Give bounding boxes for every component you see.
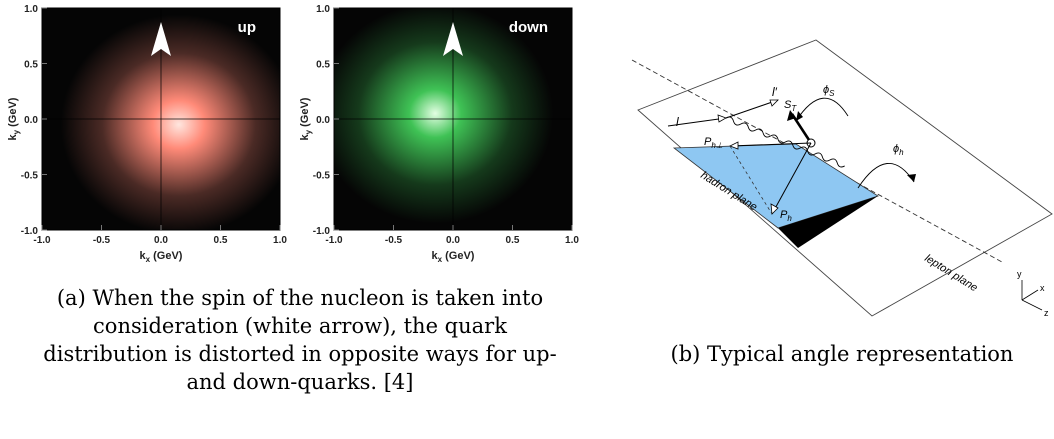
distribution-glow (334, 8, 554, 224)
label-phi-s: ϕS (823, 84, 835, 98)
p-perp-arrowhead (729, 141, 739, 150)
hadron-plane-shadow (778, 196, 878, 248)
figure-b-caption: (b) Typical angle representation (670, 342, 1014, 366)
x-tick-label: 0.5 (506, 235, 520, 246)
caption-a-line-1: (a) When the spin of the nucleon is take… (56, 286, 544, 310)
y-tick-label: 0.0 (316, 115, 330, 126)
y-tick-label: -0.5 (313, 171, 331, 182)
spin-arrowhead (787, 110, 796, 121)
x-tick-label: -1.0 (325, 235, 343, 246)
x-tick-label: 0.0 (154, 235, 168, 246)
heatmap-label: up (238, 19, 256, 36)
figure-a-plots: up -1.0 -0.5 0.0 0.5 1.0 1.0 0.5 0.0 -0.5 -1.0 kx (… (7, 4, 579, 264)
spin-arrow-icon (443, 22, 463, 56)
x-tick-label: 1.0 (273, 235, 287, 246)
phi-s-arc-arrowhead (796, 111, 803, 121)
spin-arrow (790, 113, 813, 144)
label-l: l (676, 115, 679, 129)
y-tick-label: -1.0 (313, 226, 331, 237)
label-lepton-plane: lepton plane (922, 252, 979, 294)
y-tick-label: 0.5 (316, 60, 330, 71)
label-axis-y: y (1017, 269, 1022, 279)
outgoing-lepton-arrow (725, 99, 779, 119)
x-axis-label: kx (GeV) (140, 250, 183, 264)
y-tick-label: 1.0 (316, 4, 330, 15)
outgoing-lepton-arrowhead (769, 99, 779, 107)
x-tick-label: -0.5 (93, 235, 111, 246)
projection-dashed (729, 145, 773, 215)
incoming-lepton-arrowhead (717, 114, 727, 123)
y-tick-label: 1.0 (24, 4, 38, 15)
label-p-perp: Ph⊥ (704, 136, 723, 150)
axis-x-line (1021, 289, 1039, 301)
x-tick-label: -0.5 (385, 235, 403, 246)
x-axis-label: kx (GeV) (432, 250, 475, 264)
virtual-photon (725, 116, 845, 168)
figure-a-caption: (a) When the spin of the nucleon is take… (0, 284, 600, 396)
axis-z-line (1021, 299, 1043, 311)
label-spin: ST (784, 99, 797, 113)
x-tick-label: 0.5 (214, 235, 228, 246)
hadron-momentum-arrow (771, 142, 812, 215)
spin-arrow-icon (151, 22, 171, 56)
y-tick-label: 0.0 (24, 115, 38, 126)
y-tick-label: -1.0 (21, 226, 39, 237)
caption-a-line-3: distribution is distorted in opposite wa… (43, 342, 557, 366)
heatmap-label: down (509, 19, 548, 36)
phi-h-arc (857, 163, 915, 189)
caption-a-line-2: consideration (white arrow), the quark (93, 314, 507, 338)
x-tick-label: 0.0 (446, 235, 460, 246)
label-phi-h: ϕh (893, 143, 904, 157)
x-tick-label: 1.0 (565, 235, 579, 246)
lepton-plane (637, 39, 1053, 317)
caption-a-line-4: and down-quarks. [4] (186, 370, 414, 394)
heatmap-down: down -1.0 -0.5 0.0 0.5 1.0 1.0 0.5 0.0 -0.5 -1.0 kx… (299, 4, 579, 264)
angle-diagram: l l′ ST ϕS ϕh Ph⊥ Ph hadron plane lepton… (631, 39, 1053, 318)
heatmap-up: up -1.0 -0.5 0.0 0.5 1.0 1.0 0.5 0.0 -0.5 -1.0 kx (… (7, 4, 287, 264)
label-l-prime: l′ (772, 85, 778, 99)
label-axis-x: x (1040, 283, 1045, 293)
x-tick-label: -1.0 (33, 235, 51, 246)
label-p-h: Ph (780, 209, 792, 223)
incoming-lepton-arrow (667, 117, 727, 127)
label-axis-z: z (1044, 308, 1049, 318)
phi-s-arc (795, 97, 849, 122)
y-tick-label: 0.5 (24, 60, 38, 71)
distribution-glow (60, 14, 280, 230)
hadron-momentum-arrowhead (770, 203, 779, 215)
y-axis-label: ky (GeV) (7, 97, 21, 140)
p-perp-arrow (729, 142, 812, 147)
y-axis-label: ky (GeV) (299, 97, 313, 140)
y-tick-label: -0.5 (21, 171, 39, 182)
phi-h-arc-arrowhead (907, 174, 916, 182)
